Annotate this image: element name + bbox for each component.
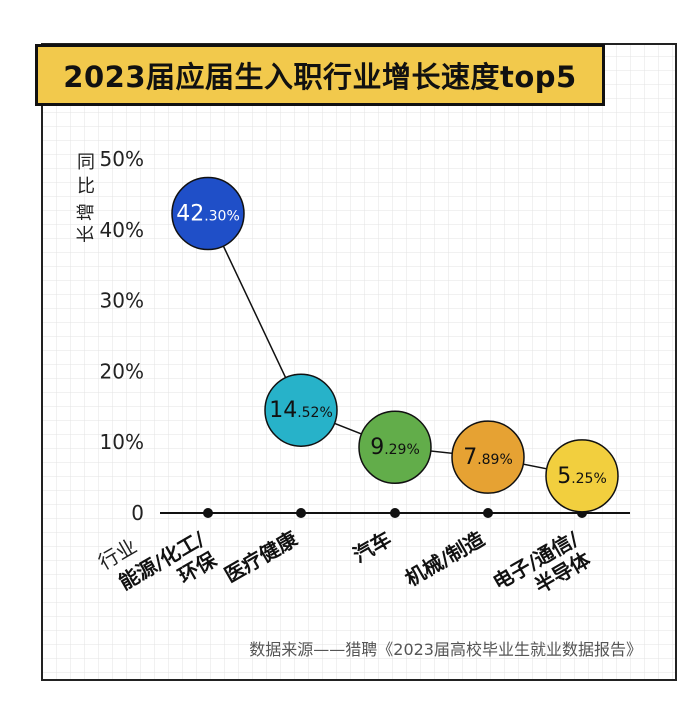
y-axis-label-char: 同 <box>77 152 95 173</box>
y-tick-label: 50% <box>100 147 144 171</box>
category-tick-dot <box>483 508 493 518</box>
y-axis-label-char: 长 <box>76 225 97 243</box>
data-point-bubble <box>545 439 619 513</box>
y-tick-label: 40% <box>100 218 144 242</box>
data-value-label: 7.89% <box>463 445 513 470</box>
y-tick-label: 20% <box>100 359 144 383</box>
plot-frame <box>41 43 677 681</box>
data-value-label: 9.29% <box>370 435 420 460</box>
category-tick-dot <box>203 508 213 518</box>
data-point-bubble <box>171 176 245 251</box>
data-value-label: 14.52% <box>269 398 333 423</box>
chart-title-box: 2023届应届生入职行业增长速度top5 <box>35 44 605 106</box>
y-tick-label: 30% <box>100 289 144 313</box>
source-note: 数据来源——猎聘《2023届高校毕业生就业数据报告》 <box>249 640 642 659</box>
chart-title: 2023届应届生入职行业增长速度top5 <box>63 60 577 94</box>
y-tick-label: 0 <box>131 501 144 525</box>
data-point-bubble <box>358 410 432 484</box>
category-tick-dot <box>296 508 306 518</box>
category-tick-dot <box>390 508 400 518</box>
y-axis-label-char: 比 <box>77 176 95 197</box>
y-axis-label-char: 增 <box>76 203 97 221</box>
data-value-label: 5.25% <box>557 464 607 489</box>
data-value-label: 42.30% <box>176 202 240 227</box>
data-point-bubble <box>264 373 338 447</box>
data-point-bubble <box>451 420 525 494</box>
y-tick-label: 10% <box>100 430 144 454</box>
